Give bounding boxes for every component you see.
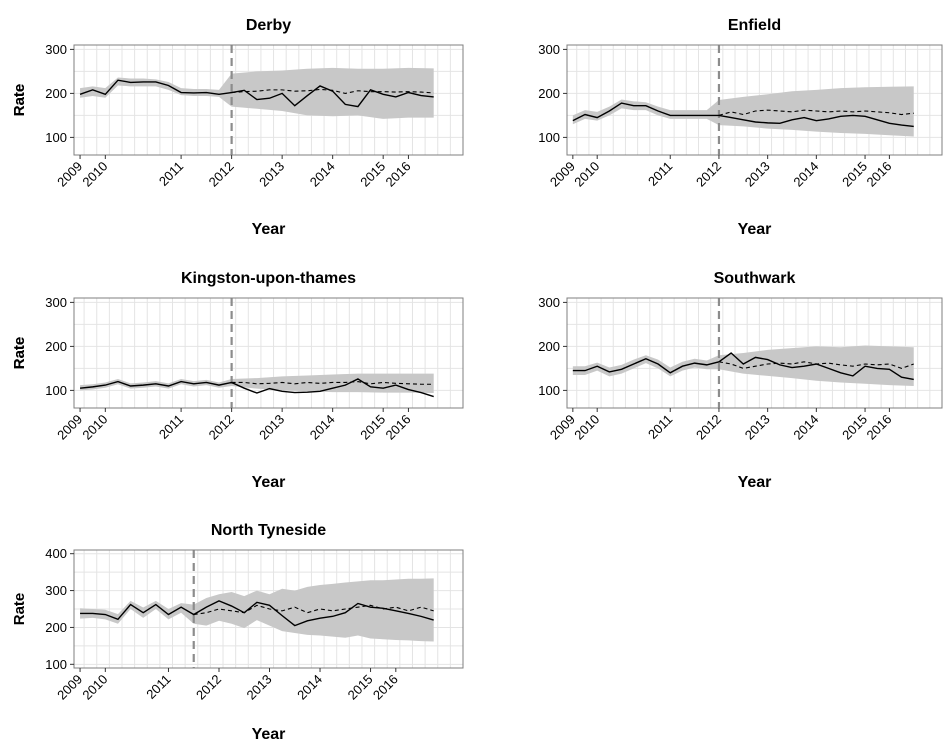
- y-axis-label: Rate: [11, 593, 28, 626]
- x-tick-label: 2009: [54, 159, 85, 190]
- panel-border: [73, 44, 464, 156]
- x-tick-label: 2015: [345, 672, 376, 703]
- observed-series-line: [572, 352, 914, 381]
- panel-border: [566, 297, 943, 409]
- confidence-band: [80, 67, 434, 119]
- x-tick-label: 2014: [294, 672, 325, 703]
- y-axis-label: Rate: [11, 84, 28, 117]
- x-tick-label: 2011: [156, 159, 186, 189]
- confidence-band: [572, 345, 914, 386]
- x-axis-label: Year: [738, 221, 772, 238]
- x-axis-label: Year: [252, 726, 286, 741]
- counterfactual-series-line: [231, 88, 434, 94]
- y-axis-label: Rate: [11, 84, 28, 117]
- x-tick-label: 2009: [54, 412, 85, 443]
- x-tick-label: 2014: [307, 412, 338, 443]
- x-tick-label: 2013: [742, 159, 773, 190]
- x-axis-label: Year: [252, 474, 286, 491]
- x-tick-label: 2011: [645, 412, 675, 442]
- y-tick-label: 300: [45, 295, 67, 310]
- x-tick-label: 2010: [79, 159, 110, 190]
- x-tick-label: 2013: [742, 412, 773, 443]
- x-tick-label: 2016: [863, 412, 894, 443]
- panel-border: [566, 44, 943, 156]
- y-axis-label: Rate: [11, 337, 28, 370]
- panel-title: Derby: [246, 17, 291, 34]
- y-tick-label: 300: [45, 42, 67, 57]
- x-tick-label: 2012: [693, 412, 724, 443]
- y-tick-label: 400: [45, 546, 67, 561]
- x-tick-label: 2012: [206, 412, 237, 443]
- confidence-band: [80, 578, 434, 642]
- y-tick-label: 100: [45, 657, 67, 672]
- x-tick-label: 2013: [256, 159, 287, 190]
- panel-border: [73, 297, 464, 409]
- x-tick-label: 2013: [244, 672, 275, 703]
- x-tick-label: 2016: [370, 672, 401, 703]
- y-tick-label: 100: [45, 383, 67, 398]
- x-tick-label: 2015: [357, 412, 388, 443]
- panel-title: North Tyneside: [211, 522, 326, 539]
- y-tick-label: 200: [538, 86, 560, 101]
- y-axis-label: Rate: [11, 337, 28, 370]
- panel-border: [73, 549, 464, 669]
- x-tick-label: 2014: [307, 159, 338, 190]
- counterfactual-series-line: [718, 109, 914, 116]
- x-tick-label: 2014: [790, 159, 821, 190]
- y-tick-label: 200: [45, 339, 67, 354]
- x-tick-label: 2015: [357, 159, 388, 190]
- x-tick-label: 2011: [156, 412, 186, 442]
- y-tick-label: 300: [538, 42, 560, 57]
- panel-title: Kingston-upon-thames: [181, 270, 356, 287]
- y-tick-label: 100: [538, 130, 560, 145]
- x-tick-label: 2016: [863, 159, 894, 190]
- x-axis-label: Year: [738, 474, 772, 491]
- x-tick-label: 2012: [206, 159, 237, 190]
- observed-series-line: [80, 600, 434, 627]
- y-tick-label: 200: [538, 339, 560, 354]
- panel-title: Southwark: [714, 270, 796, 287]
- x-tick-label: 2015: [839, 412, 870, 443]
- y-tick-label: 300: [538, 295, 560, 310]
- x-axis-label: Year: [252, 221, 286, 238]
- x-tick-label: 2014: [790, 412, 821, 443]
- x-tick-label: 2011: [143, 672, 173, 702]
- confidence-band: [572, 86, 914, 137]
- observed-series-line: [79, 79, 434, 108]
- x-tick-label: 2009: [54, 672, 85, 703]
- x-tick-label: 2009: [547, 159, 578, 190]
- x-tick-label: 2012: [693, 159, 724, 190]
- x-tick-label: 2010: [571, 412, 602, 443]
- observed-series-line: [79, 378, 434, 398]
- panel-title: Enfield: [728, 17, 781, 34]
- counterfactual-series-line: [193, 604, 434, 616]
- x-tick-label: 2016: [383, 159, 414, 190]
- x-tick-label: 2010: [571, 159, 602, 190]
- y-tick-label: 100: [538, 383, 560, 398]
- y-tick-label: 300: [45, 583, 67, 598]
- x-tick-label: 2010: [79, 672, 110, 703]
- x-tick-label: 2015: [839, 159, 870, 190]
- x-tick-label: 2009: [547, 412, 578, 443]
- y-tick-label: 200: [45, 620, 67, 635]
- confidence-band: [80, 373, 434, 394]
- counterfactual-series-line: [231, 381, 434, 385]
- y-tick-label: 100: [45, 130, 67, 145]
- x-tick-label: 2010: [79, 412, 110, 443]
- x-tick-label: 2013: [256, 412, 287, 443]
- y-tick-label: 200: [45, 86, 67, 101]
- x-tick-label: 2016: [383, 412, 414, 443]
- x-tick-label: 2012: [193, 672, 224, 703]
- observed-series-line: [572, 102, 914, 128]
- x-tick-label: 2011: [645, 159, 675, 189]
